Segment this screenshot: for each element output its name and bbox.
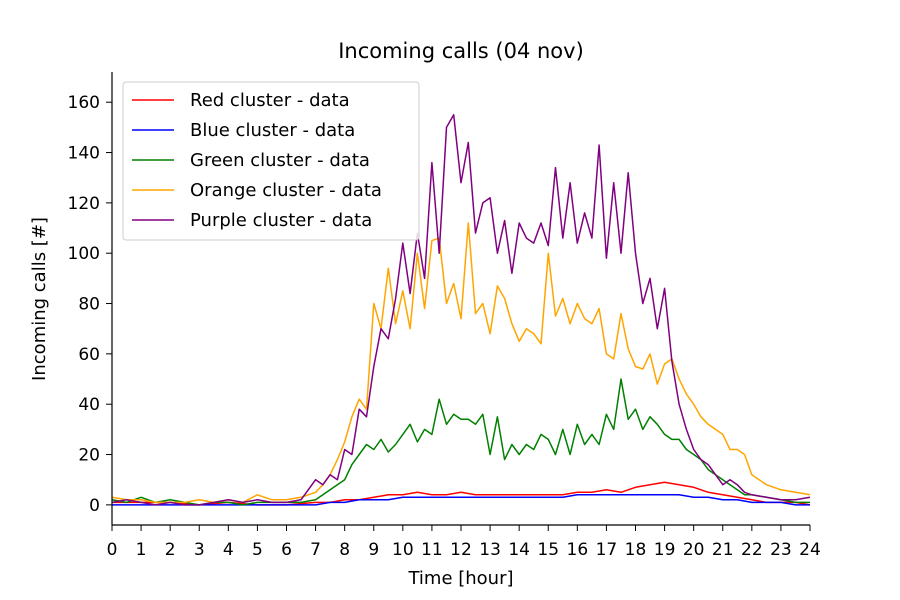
- legend-label: Orange cluster - data: [190, 180, 382, 201]
- x-tick-label: 9: [368, 540, 379, 560]
- series-line-purple: [111, 114, 811, 506]
- legend-label: Green cluster - data: [190, 150, 370, 171]
- x-tick-label: 5: [252, 540, 263, 560]
- x-axis-label: Time [hour]: [407, 568, 513, 589]
- y-tick-label: 160: [68, 93, 100, 113]
- x-axis-ticks: 0 1 2 3 4 5 6 7 8 9 10 11 12 13 14 15 16 17 18 19 20 21 22 23 24: [107, 525, 821, 560]
- x-tick-label: 3: [194, 540, 205, 560]
- x-tick-label: 1: [136, 540, 147, 560]
- plot-lines: [111, 114, 811, 506]
- y-tick-label: 0: [89, 496, 100, 516]
- y-tick-label: 40: [78, 395, 100, 415]
- x-tick-label: 16: [567, 540, 589, 560]
- legend-label: Purple cluster - data: [190, 210, 372, 231]
- x-tick-label: 24: [799, 540, 821, 560]
- x-tick-label: 22: [741, 540, 763, 560]
- x-tick-label: 14: [508, 540, 530, 560]
- y-tick-label: 100: [68, 244, 100, 264]
- x-tick-label: 11: [421, 540, 443, 560]
- y-tick-label: 80: [78, 295, 100, 315]
- series-line-red: [112, 481, 811, 506]
- legend: Red cluster - data Blue cluster - data Gre…: [122, 81, 420, 241]
- x-tick-label: 15: [537, 540, 559, 560]
- x-tick-label: 7: [310, 540, 321, 560]
- x-tick-label: 2: [165, 540, 176, 560]
- chart-title: Incoming calls (04 nov): [338, 39, 584, 63]
- x-tick-label: 23: [770, 540, 792, 560]
- series-line-orange: [111, 222, 811, 504]
- y-axis-ticks: 0 20 40 60 80 100 120 140 160: [68, 93, 112, 516]
- x-tick-label: 18: [625, 540, 647, 560]
- x-tick-label: 21: [712, 540, 734, 560]
- x-tick-label: 4: [223, 540, 234, 560]
- y-tick-label: 120: [68, 194, 100, 214]
- x-tick-label: 0: [107, 540, 118, 560]
- legend-box: [122, 81, 420, 241]
- x-tick-label: 17: [596, 540, 618, 560]
- legend-label: Blue cluster - data: [190, 120, 355, 141]
- x-tick-label: 20: [683, 540, 705, 560]
- x-tick-label: 10: [392, 540, 414, 560]
- x-tick-label: 12: [450, 540, 472, 560]
- x-tick-label: 6: [281, 540, 292, 560]
- x-tick-label: 8: [339, 540, 350, 560]
- series-line-blue: [112, 494, 810, 506]
- y-tick-label: 60: [78, 345, 100, 365]
- y-axis-label: Incoming calls [#]: [29, 217, 50, 381]
- x-tick-label: 13: [479, 540, 501, 560]
- y-tick-label: 140: [68, 144, 100, 164]
- series-line-green: [111, 378, 810, 506]
- y-tick-label: 20: [78, 446, 100, 466]
- legend-label: Red cluster - data: [190, 90, 350, 111]
- x-tick-label: 19: [654, 540, 676, 560]
